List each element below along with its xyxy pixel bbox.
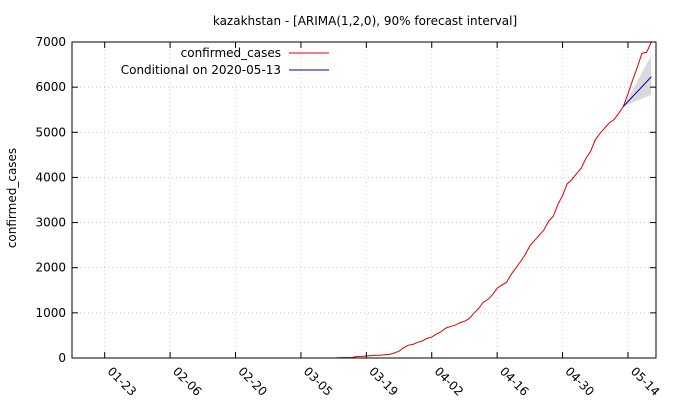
series-line-confirmed-cases: [333, 41, 652, 358]
y-tick-label: 5000: [35, 125, 66, 139]
x-tick-label: 03-19: [366, 364, 401, 399]
series-layer: [333, 41, 652, 358]
y-tick-label: 2000: [35, 261, 66, 275]
x-tick-label: 04-16: [497, 364, 532, 399]
y-tick-label: 4000: [35, 170, 66, 184]
chart-title: kazakhstan - [ARIMA(1,2,0), 90% forecast…: [213, 14, 517, 28]
grid-layer: [72, 42, 656, 358]
legend: confirmed_cases Conditional on 2020-05-1…: [121, 46, 329, 77]
x-tick-label: 03-05: [301, 364, 336, 399]
series-line-conditional-forecast: [622, 76, 652, 107]
forecast-interval-band: [623, 55, 652, 107]
x-tick-label: 02-06: [170, 364, 205, 399]
legend-label-confirmed-cases: confirmed_cases: [181, 46, 281, 60]
y-tick-label: 7000: [35, 35, 66, 49]
y-tick-label: 0: [58, 351, 66, 365]
y-tick-label: 3000: [35, 216, 66, 230]
tick-layer: 0 1000 2000 3000 4000 5000 6000 7000 01-23 02-06 0…: [35, 35, 662, 399]
x-tick-label: 02-20: [235, 364, 270, 399]
x-tick-label: 01-23: [105, 364, 140, 399]
plot-frame: [71, 41, 657, 359]
forecast-interval-layer: [623, 55, 652, 107]
x-tick-label: 05-14: [628, 364, 663, 399]
legend-label-conditional-forecast: Conditional on 2020-05-13: [121, 63, 281, 77]
x-tick-label: 04-30: [562, 364, 597, 399]
y-tick-label: 6000: [35, 80, 66, 94]
x-tick-label: 04-02: [432, 364, 467, 399]
y-axis-label: confirmed_cases: [5, 148, 19, 248]
y-tick-label: 1000: [35, 306, 66, 320]
